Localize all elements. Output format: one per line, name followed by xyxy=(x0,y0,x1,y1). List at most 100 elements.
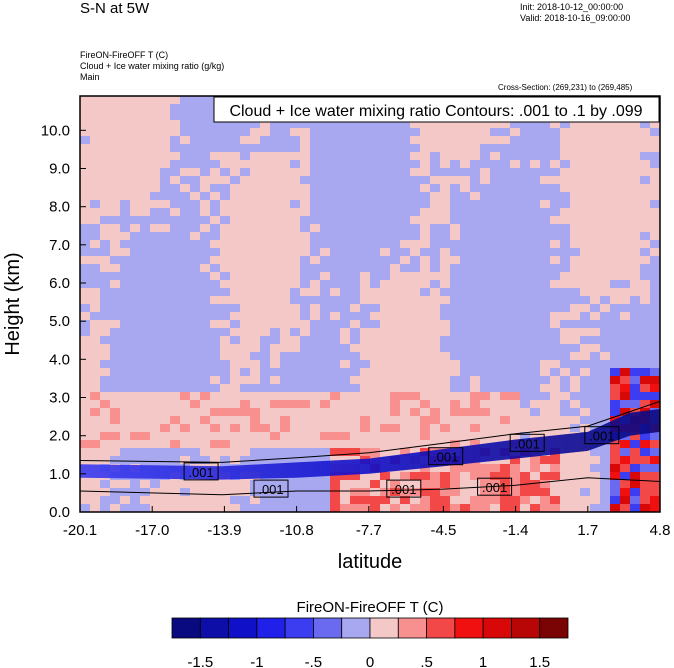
field-cell xyxy=(170,432,181,441)
field-cell xyxy=(210,376,221,385)
field-cell xyxy=(100,424,111,433)
field-cell xyxy=(630,240,641,249)
colorbar-swatch xyxy=(426,617,456,639)
field-cell xyxy=(620,208,631,217)
field-cell xyxy=(80,248,91,257)
field-cell xyxy=(420,232,431,241)
field-cell xyxy=(640,344,651,353)
field-cell xyxy=(480,168,491,177)
field-cell xyxy=(390,200,401,209)
field-cell xyxy=(130,288,141,297)
field-cell xyxy=(450,400,461,409)
field-cell xyxy=(350,280,361,289)
field-cell xyxy=(580,408,591,417)
field-cell xyxy=(530,176,541,185)
field-cell xyxy=(210,432,221,441)
field-cell xyxy=(110,168,121,177)
field-cell xyxy=(250,368,261,377)
field-cell xyxy=(140,432,151,441)
field-cell xyxy=(130,400,141,409)
field-cell xyxy=(290,168,301,177)
field-cell xyxy=(190,272,201,281)
field-cell xyxy=(580,224,591,233)
field-cell xyxy=(290,256,301,265)
field-cell xyxy=(650,504,660,512)
field-cell xyxy=(210,136,221,145)
field-cell xyxy=(240,256,251,265)
field-cell xyxy=(410,304,421,313)
field-cell xyxy=(400,168,411,177)
field-cell xyxy=(240,264,251,273)
field-cell xyxy=(260,192,271,201)
field-cell xyxy=(230,240,241,249)
chart-title: S-N at 5W xyxy=(80,0,150,17)
field-cell xyxy=(510,304,521,313)
field-cell xyxy=(460,208,471,217)
field-cell xyxy=(390,480,401,489)
cloud-contours: .001.001.001.001.001.001.001 xyxy=(80,400,660,498)
field-cell xyxy=(300,328,311,337)
field-cell xyxy=(450,200,461,209)
field-cell xyxy=(320,344,331,353)
field-cell xyxy=(270,256,281,265)
field-cell xyxy=(300,136,311,145)
field-cell xyxy=(450,496,461,505)
field-cell xyxy=(440,208,451,217)
field-cell xyxy=(380,176,391,185)
field-cell xyxy=(150,264,161,273)
field-cell xyxy=(280,336,291,345)
y-tick-label: 4.0 xyxy=(49,351,70,368)
field-cell xyxy=(240,488,251,497)
field-cell xyxy=(110,272,121,281)
field-cell xyxy=(340,328,351,337)
field-cell xyxy=(460,200,471,209)
field-cell xyxy=(300,152,311,161)
field-cell xyxy=(210,328,221,337)
field-cell xyxy=(430,432,441,441)
field-cell xyxy=(480,376,491,385)
field-cell xyxy=(400,160,411,169)
field-cell xyxy=(530,384,541,393)
field-cell xyxy=(220,216,231,225)
field-cell xyxy=(340,128,351,137)
field-cell xyxy=(620,360,631,369)
field-cell xyxy=(580,216,591,225)
field-cell xyxy=(300,392,311,401)
field-cell xyxy=(200,248,211,257)
field-cell xyxy=(120,152,131,161)
field-cell xyxy=(590,480,601,489)
field-cell xyxy=(550,208,561,217)
field-cell xyxy=(90,408,101,417)
field-cell xyxy=(530,312,541,321)
field-cell xyxy=(390,328,401,337)
field-cell xyxy=(390,288,401,297)
field-cell xyxy=(450,144,461,153)
field-cell xyxy=(320,128,331,137)
field-cell xyxy=(130,440,141,449)
field-cell xyxy=(640,304,651,313)
field-cell xyxy=(550,464,561,473)
field-cell xyxy=(240,416,251,425)
field-cell xyxy=(270,176,281,185)
field-cell xyxy=(540,144,551,153)
y-tick-label: 9.0 xyxy=(49,161,70,178)
field-cell xyxy=(330,440,341,449)
field-cell xyxy=(500,400,511,409)
field-cell xyxy=(350,384,361,393)
field-cell xyxy=(220,184,231,193)
field-cell xyxy=(330,376,341,385)
field-cell xyxy=(110,368,121,377)
field-cell xyxy=(270,344,281,353)
field-cell xyxy=(510,352,521,361)
field-cell xyxy=(550,504,561,512)
contour-label-box xyxy=(509,433,545,452)
field-cell xyxy=(160,208,171,217)
field-cell xyxy=(590,136,601,145)
field-cell xyxy=(450,480,461,489)
field-cell xyxy=(190,328,201,337)
field-cell xyxy=(430,168,441,177)
field-cell xyxy=(330,504,341,512)
field-cell xyxy=(160,168,171,177)
field-cell xyxy=(210,208,221,217)
field-cell xyxy=(140,376,151,385)
